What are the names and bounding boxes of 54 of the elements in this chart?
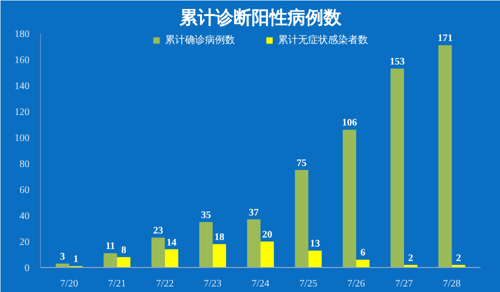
data-label: 8 [121, 245, 126, 256]
legend-label: 累计确诊病例数 [165, 34, 235, 47]
bar [342, 130, 356, 268]
chart-title: 累计诊断阳性病例数 [178, 8, 342, 28]
bar [104, 253, 118, 268]
bar [164, 249, 178, 268]
data-label: 35 [200, 210, 211, 221]
data-label: 23 [153, 226, 164, 237]
y-tick-label: 60 [20, 185, 30, 196]
data-label: 11 [106, 241, 116, 252]
y-tick-label: 0 [24, 263, 30, 274]
data-label: 2 [408, 252, 414, 264]
data-label: 37 [248, 207, 259, 218]
y-tick-label: 40 [20, 211, 30, 222]
x-tick-label: 7/20 [60, 278, 78, 290]
bar [151, 238, 165, 268]
data-label: 20 [262, 230, 272, 240]
data-label: 14 [166, 237, 177, 248]
x-tick-label: 7/23 [204, 278, 222, 290]
bar [390, 68, 404, 268]
data-label: 75 [296, 158, 307, 169]
y-tick-label: 80 [20, 159, 30, 170]
bar [117, 257, 130, 268]
bar [247, 219, 260, 268]
bar [438, 45, 452, 268]
x-tick-label: 7/28 [442, 278, 461, 290]
x-tick-label: 7/26 [347, 278, 366, 290]
data-label: 13 [310, 238, 320, 250]
x-tick-label: 7/25 [299, 278, 318, 290]
data-label: 2 [456, 252, 461, 264]
data-label: 106 [342, 118, 357, 129]
data-label: 6 [360, 248, 366, 259]
bar [199, 222, 213, 268]
bar [294, 170, 308, 268]
y-tick-label: 140 [14, 81, 30, 92]
data-label: 18 [214, 232, 224, 244]
legend-label: 累计无症状感染者数 [278, 34, 368, 47]
x-tick-label: 7/21 [108, 278, 126, 290]
y-tick-label: 160 [14, 55, 30, 66]
data-label: 3 [60, 252, 65, 263]
x-tick-label: 7/22 [156, 278, 174, 290]
bar [212, 244, 226, 268]
data-label: 1 [73, 254, 78, 266]
y-tick-label: 100 [14, 133, 30, 144]
bar [308, 250, 322, 268]
y-tick-label: 120 [14, 107, 30, 118]
y-tick-label: 180 [14, 29, 30, 40]
x-tick-label: 7/24 [252, 278, 270, 290]
data-label: 153 [390, 56, 405, 68]
y-tick-label: 20 [20, 237, 30, 248]
bar [260, 242, 274, 268]
data-label: 171 [438, 33, 453, 44]
bar [356, 260, 370, 268]
x-tick-label: 7/27 [395, 278, 413, 290]
